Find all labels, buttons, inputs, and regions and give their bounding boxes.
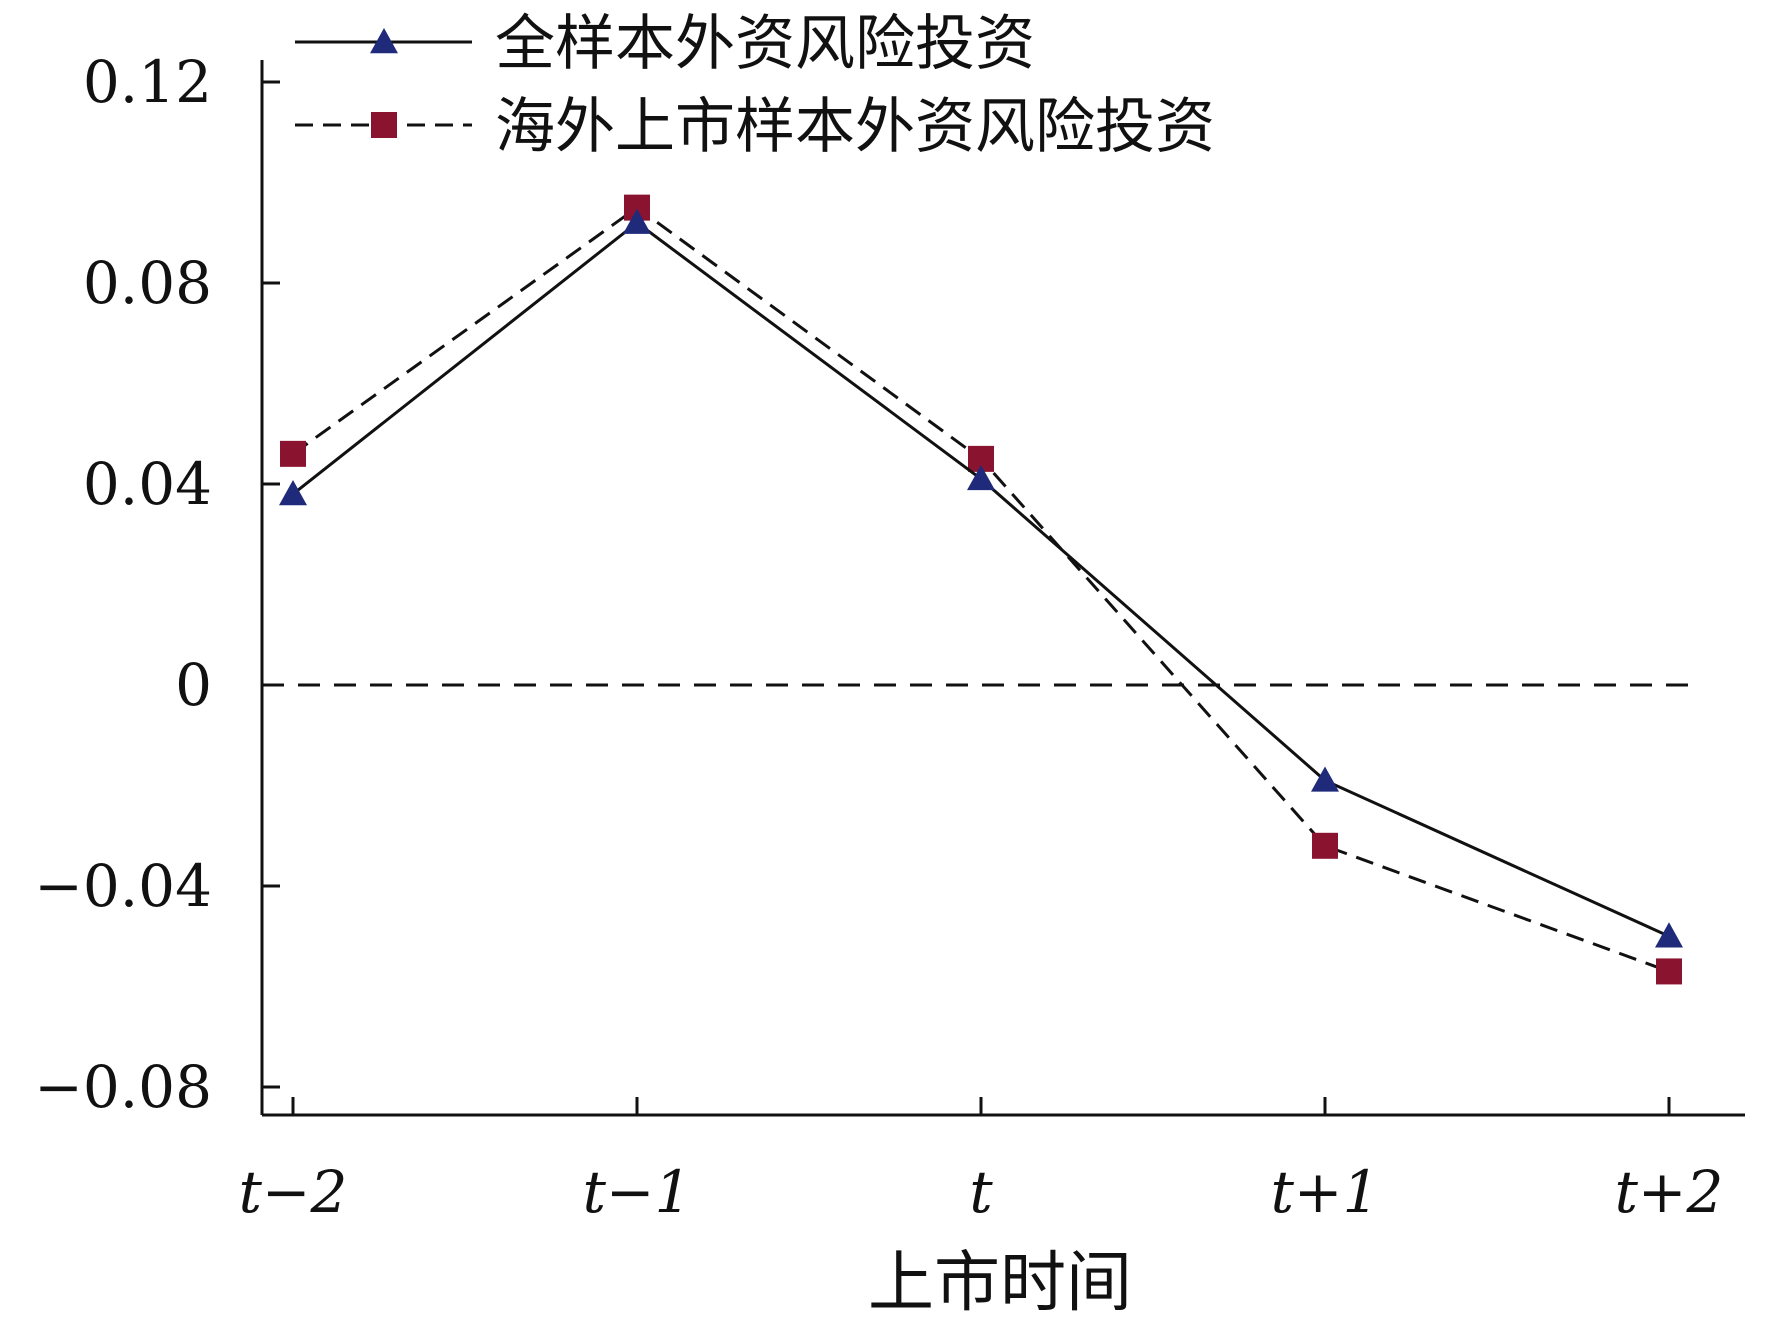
data-point — [280, 440, 306, 467]
series-1 — [279, 208, 1683, 948]
legend-label: 海外上市样本外资风险投资 — [495, 92, 1215, 162]
series-2 — [280, 194, 1682, 985]
legend-marker — [371, 112, 397, 138]
data-point — [623, 208, 651, 234]
data-point — [1655, 922, 1683, 948]
data-point — [1312, 832, 1338, 859]
legend-item-2: 海外上市样本外资风险投资 — [295, 92, 1215, 162]
data-point — [967, 464, 995, 491]
y-tick-label: −0.04 — [34, 852, 212, 920]
series-layer — [279, 194, 1683, 985]
y-tick-label: −0.08 — [34, 1053, 212, 1121]
y-tick-label: 0.08 — [83, 249, 212, 317]
axes: 0.12 0.08 0.04 0 −0.04 −0.08 t−2 t−1 t t+1 t+2 — [34, 48, 1745, 1226]
x-tick-label: t−2 — [239, 1158, 348, 1226]
x-tick-label: t+2 — [1615, 1158, 1724, 1226]
y-tick-label: 0 — [175, 651, 212, 719]
x-tick-label: t — [969, 1158, 993, 1226]
series-line — [292, 220, 1670, 938]
data-point — [1311, 766, 1339, 792]
series-line — [292, 205, 1670, 973]
x-axis-title: 上市时间 — [868, 1244, 1132, 1313]
x-tick-label: t−1 — [583, 1158, 692, 1226]
legend-item-1: 全样本外资风险投资 — [295, 9, 1035, 79]
data-point — [279, 480, 307, 506]
legend-marker — [370, 28, 398, 54]
data-point — [1656, 958, 1682, 985]
x-tick-label: t+1 — [1271, 1158, 1380, 1226]
legend-label: 全样本外资风险投资 — [495, 9, 1035, 79]
y-tick-label: 0.12 — [83, 48, 212, 116]
y-tick-label: 0.04 — [83, 450, 212, 518]
